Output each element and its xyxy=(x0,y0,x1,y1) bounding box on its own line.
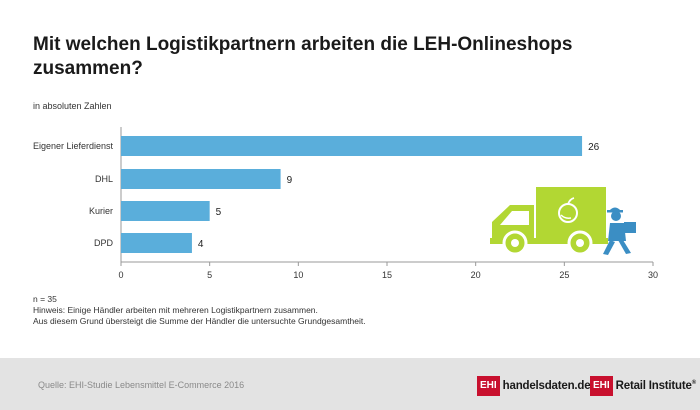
sample-size-note: n = 35 xyxy=(33,294,57,304)
unit-label: in absoluten Zahlen xyxy=(33,101,112,111)
notes-block: n = 35 Hinweis: Einige Händler arbeiten … xyxy=(33,294,366,327)
value-label: 26 xyxy=(588,142,600,153)
x-tick-label: 5 xyxy=(207,270,212,280)
x-tick-label: 15 xyxy=(382,270,392,280)
bar xyxy=(121,169,281,189)
x-tick-label: 20 xyxy=(471,270,481,280)
category-label: DHL xyxy=(95,174,113,184)
delivery-person-icon xyxy=(603,207,636,255)
source-text: Quelle: EHI-Studie Lebensmittel E-Commer… xyxy=(38,380,245,390)
logo-box-1: EHI xyxy=(477,376,500,396)
category-label: DPD xyxy=(94,238,114,248)
category-label: Eigener Lieferdienst xyxy=(33,141,114,151)
hint-note-1: Hinweis: Einige Händler arbeiten mit meh… xyxy=(33,305,318,315)
value-label: 9 xyxy=(287,175,293,186)
logo-text-2-label: Retail Institute xyxy=(615,380,692,392)
footer-band xyxy=(0,358,700,410)
x-tick-label: 30 xyxy=(648,270,658,280)
logo-text-1: handelsdaten.de xyxy=(502,380,591,392)
x-tick-label: 10 xyxy=(293,270,303,280)
logo-text-2: Retail Institute® xyxy=(616,380,696,392)
bar xyxy=(121,201,210,221)
delivery-truck-icon xyxy=(490,187,608,256)
bar xyxy=(121,136,583,156)
value-label: 5 xyxy=(216,207,222,218)
category-label: Kurier xyxy=(89,206,113,216)
logo-box-2: EHI xyxy=(590,376,613,396)
x-tick-label: 25 xyxy=(559,270,569,280)
bars-layer: Eigener Lieferdienst 26 DHL 9 Kurier 5 DPD 4 0 5 1… xyxy=(33,127,658,280)
handelsdaten-logo: EHI handelsdaten.de xyxy=(477,376,591,396)
bar xyxy=(121,233,192,253)
chart-title: Mit welchen Logistikpartnern arbeiten di… xyxy=(33,34,573,79)
registered-mark: ® xyxy=(691,380,696,387)
value-label: 4 xyxy=(198,239,204,250)
x-tick-label: 0 xyxy=(118,270,123,280)
hint-note-2: Aus diesem Grund übersteigt die Summe de… xyxy=(33,316,366,326)
apple-icon xyxy=(558,197,578,223)
bar-chart: Eigener Lieferdienst 26 DHL 9 Kurier 5 DPD 4 0 5 1… xyxy=(33,127,658,280)
ehi-retail-institute-logo: EHI Retail Institute® xyxy=(590,376,696,396)
